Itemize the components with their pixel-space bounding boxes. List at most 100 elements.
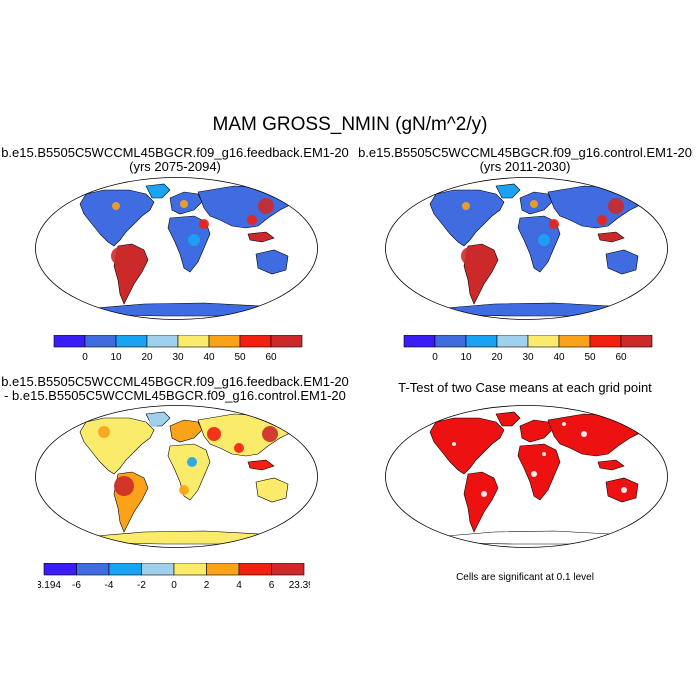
value-patch	[187, 457, 197, 467]
colorbar-tick-label: 0	[82, 352, 88, 363]
colorbar-tick-label: -6	[72, 580, 81, 591]
value-patch	[481, 491, 487, 497]
africa-landmass	[167, 443, 211, 501]
colorbar-tick-label: 50	[584, 352, 596, 363]
colorbar-swatch	[206, 563, 240, 576]
value-patch	[538, 234, 550, 246]
colorbar-swatch	[177, 335, 210, 348]
panel4-note: Cells are significant at 0.1 level	[456, 572, 594, 583]
colorbar-tick-label: 40	[203, 352, 215, 363]
colorbar-swatch	[270, 335, 303, 348]
panel2-map	[385, 177, 668, 320]
maritime-landmass	[247, 459, 275, 471]
colorbar-tick-label: 30	[172, 352, 184, 363]
panel3-colorbar: -23.194 -6 -4 -2 0 2 4 6 23.395	[38, 563, 310, 591]
value-patch	[597, 215, 607, 225]
value-patch	[127, 257, 141, 271]
value-patch	[114, 476, 134, 496]
map-border	[35, 405, 318, 548]
greenland-landmass	[145, 183, 171, 199]
colorbar-tick-label: 60	[615, 352, 627, 363]
colorbar-tick-label: -23.194	[38, 580, 61, 591]
colorbar-swatch	[239, 335, 272, 348]
panel2-colorbar: 0 10 20 30 40 50 60	[403, 335, 653, 363]
value-patch	[262, 426, 278, 442]
asia-landmass	[197, 185, 297, 229]
greenland-landmass	[495, 183, 521, 199]
colorbar-swatch	[527, 335, 560, 348]
value-patch	[530, 200, 538, 208]
panel3-title: b.e15.B5505C5WCCML45BGCR.f09_g16.feedbac…	[0, 375, 350, 403]
colorbar-tick-label: -2	[137, 580, 146, 591]
value-patch	[247, 215, 257, 225]
colorbar-swatch	[271, 563, 305, 576]
europe-landmass	[519, 419, 553, 443]
value-patch	[477, 257, 491, 271]
maritime-landmass	[597, 231, 625, 243]
value-patch	[179, 485, 189, 495]
colorbar-tick-label: -4	[105, 580, 114, 591]
colorbar-swatch	[53, 335, 86, 348]
colorbar-tick-label: 2	[204, 580, 210, 591]
map-border	[35, 177, 318, 320]
colorbar-swatch	[496, 335, 529, 348]
colorbar-swatch	[238, 563, 272, 576]
colorbar-swatch	[115, 335, 148, 348]
colorbar-tick-label: 40	[553, 352, 565, 363]
north-america-landmass	[429, 417, 505, 475]
panel1-title: b.e15.B5505C5WCCML45BGCR.f09_g16.feedbac…	[0, 146, 350, 174]
south-america-landmass	[463, 471, 499, 533]
value-patch	[112, 202, 120, 210]
maritime-landmass	[247, 231, 275, 243]
map-border	[385, 177, 668, 320]
north-america-landmass	[79, 189, 155, 247]
australia-landmass	[255, 249, 289, 275]
australia-landmass	[255, 477, 289, 503]
panel4-map	[385, 405, 668, 548]
europe-landmass	[169, 419, 203, 443]
panel1-title-line2: (yrs 2075-2094)	[129, 159, 221, 174]
asia-landmass	[547, 185, 647, 229]
value-patch	[98, 426, 110, 438]
colorbar-swatch	[146, 335, 179, 348]
colorbar-swatch	[76, 563, 110, 576]
panel2-title-line1: b.e15.B5505C5WCCML45BGCR.f09_g16.control…	[358, 145, 692, 160]
value-patch	[149, 417, 159, 427]
north-america-landmass	[429, 189, 505, 247]
value-patch	[549, 219, 559, 229]
value-patch	[207, 427, 221, 441]
value-patch	[180, 200, 188, 208]
colorbar-swatch	[589, 335, 622, 348]
value-patch	[562, 422, 566, 426]
greenland-landmass	[495, 411, 521, 427]
colorbar-tick-label: 10	[110, 352, 122, 363]
colorbar-swatch	[43, 563, 77, 576]
colorbar-swatch	[620, 335, 653, 348]
colorbar-tick-label: 0	[432, 352, 438, 363]
colorbar-swatch	[141, 563, 175, 576]
panel2-title: b.e15.B5505C5WCCML45BGCR.f09_g16.control…	[350, 146, 700, 174]
panel1-map	[35, 177, 318, 320]
value-patch	[621, 487, 627, 493]
north-america-landmass	[79, 417, 155, 475]
value-patch	[461, 247, 479, 265]
maritime-landmass	[597, 459, 625, 471]
value-patch	[234, 443, 244, 453]
colorbar-tick-label: 23.395	[289, 580, 310, 591]
colorbar-tick-label: 20	[491, 352, 503, 363]
panel2-title-line2: (yrs 2011-2030)	[479, 159, 571, 174]
value-patch	[462, 202, 470, 210]
australia-landmass	[605, 249, 639, 275]
colorbar-swatch	[434, 335, 467, 348]
value-patch	[542, 452, 546, 456]
panel3-title-line2: - b.e15.B5505C5WCCML45BGCR.f09_g16.contr…	[4, 388, 346, 403]
value-patch	[452, 442, 456, 446]
africa-landmass	[517, 443, 561, 501]
colorbar-tick-label: 10	[460, 352, 472, 363]
colorbar-tick-label: 50	[234, 352, 246, 363]
panel4-title: T-Test of two Case means at each grid po…	[398, 380, 652, 395]
colorbar-tick-label: 20	[141, 352, 153, 363]
value-patch	[111, 247, 129, 265]
asia-landmass	[547, 413, 647, 457]
colorbar-swatch	[403, 335, 436, 348]
